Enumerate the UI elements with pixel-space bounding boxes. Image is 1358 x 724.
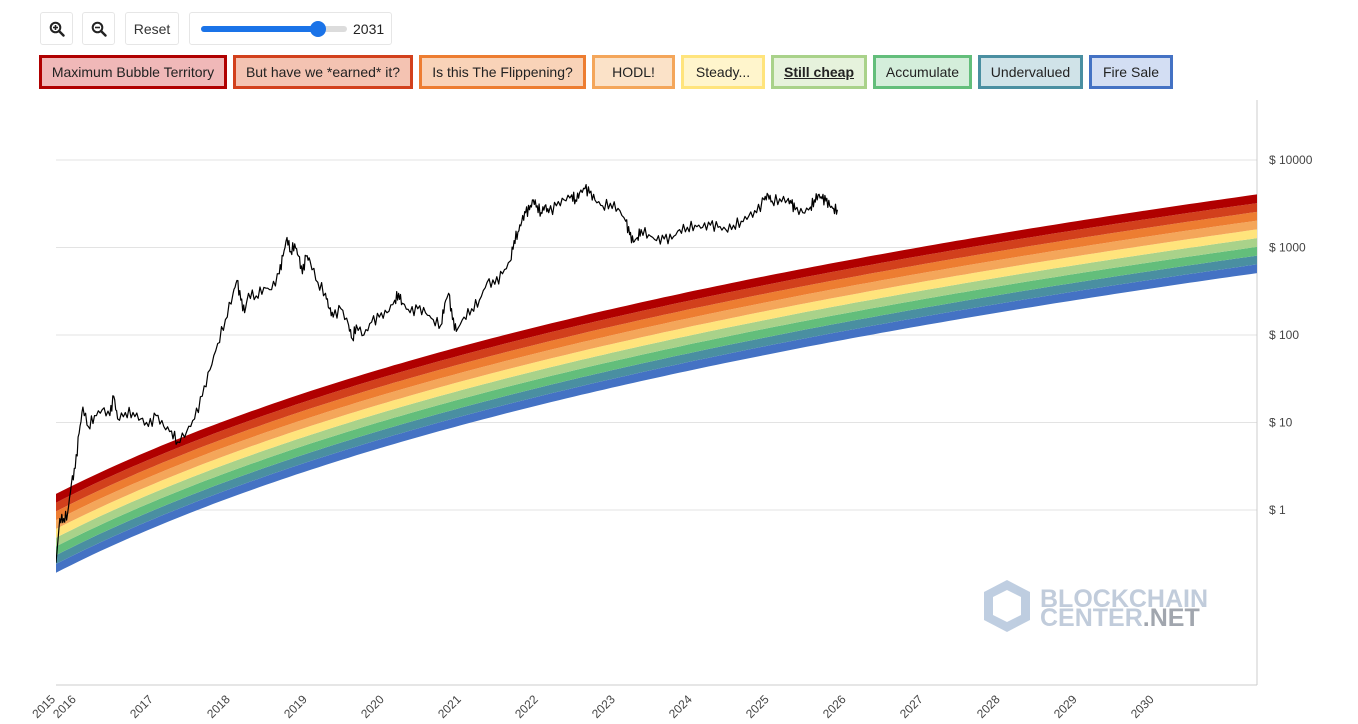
x-tick-label: 2023 [589, 692, 618, 721]
cube-logo-icon [984, 580, 1030, 632]
zoom-out-icon [91, 21, 107, 37]
legend-button-still-cheap[interactable]: Still cheap [771, 55, 867, 89]
zoom-in-icon [49, 21, 65, 37]
watermark-line2: CENTER.NET [1040, 604, 1200, 632]
year-slider-value: 2031 [353, 20, 385, 37]
y-tick-label: $ 1 [1269, 503, 1286, 517]
x-tick-label: 2018 [204, 692, 233, 721]
legend-button-but-have-we-earned-it[interactable]: But have we *earned* it? [233, 55, 413, 89]
x-tick-label: 2022 [512, 692, 541, 721]
watermark-net: .NET [1143, 604, 1200, 632]
year-slider-thumb[interactable] [309, 20, 326, 37]
reset-button[interactable]: Reset [125, 12, 179, 45]
x-tick-label: 2027 [897, 692, 926, 721]
legend-button-maximum-bubble-territory[interactable]: Maximum Bubble Territory [39, 55, 227, 89]
x-tick-label: 2028 [974, 692, 1003, 721]
year-slider[interactable] [201, 20, 347, 37]
x-tick-label: 2029 [1051, 692, 1080, 721]
legend-button-fire-sale[interactable]: Fire Sale [1089, 55, 1173, 89]
y-tick-label: $ 10 [1269, 416, 1293, 430]
x-tick-label: 2025 [743, 692, 772, 721]
zoom-in-button[interactable] [40, 12, 73, 45]
year-slider-fill [201, 25, 318, 32]
legend-button-hodl[interactable]: HODL! [592, 55, 675, 89]
watermark-line1: BLOCKCHAIN [1040, 585, 1208, 613]
rainbow-bands [56, 194, 1257, 573]
legend-button-accumulate[interactable]: Accumulate [873, 55, 972, 89]
x-tick-label: 2020 [358, 692, 387, 721]
legend-button-is-this-the-flippening[interactable]: Is this The Flippening? [419, 55, 586, 89]
btc-price-line [56, 184, 838, 563]
legend-button-steady[interactable]: Steady... [681, 55, 765, 89]
year-slider-box: 2031 [189, 12, 392, 45]
x-tick-label: 2021 [435, 692, 464, 721]
legend-button-undervalued[interactable]: Undervalued [978, 55, 1083, 89]
x-tick-label: 2030 [1128, 692, 1157, 721]
x-tick-label: 2026 [820, 692, 849, 721]
y-tick-label: $ 10000 [1269, 153, 1313, 167]
y-tick-label: $ 1000 [1269, 241, 1306, 255]
x-tick-label: 2016 [50, 692, 79, 721]
watermark-center: CENTER [1040, 604, 1143, 632]
x-tick-label: 2017 [127, 692, 156, 721]
x-tick-label: 2019 [281, 692, 310, 721]
y-tick-label: $ 100 [1269, 328, 1299, 342]
x-tick-label: 2024 [666, 692, 695, 721]
zoom-out-button[interactable] [82, 12, 115, 45]
